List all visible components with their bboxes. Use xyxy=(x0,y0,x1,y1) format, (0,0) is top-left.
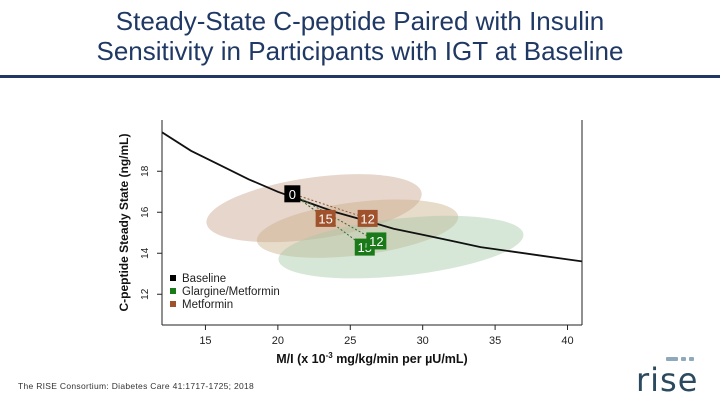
point-marker-2 xyxy=(357,209,378,227)
point-marker-1 xyxy=(315,209,336,227)
title-divider xyxy=(0,75,720,78)
citation: The RISE Consortium: Diabetes Care 41:17… xyxy=(18,381,255,391)
slide-title: Steady-State C-peptide Paired with Insul… xyxy=(0,6,720,66)
logo-text: rise xyxy=(636,361,699,399)
x-tick-label-30: 30 xyxy=(417,335,429,347)
x-tick-label-35: 35 xyxy=(489,335,501,347)
legend-label-1: Glargine/Metformin xyxy=(182,286,280,298)
point-marker-0 xyxy=(284,185,301,203)
connector-line-1 xyxy=(292,193,368,219)
legend-label-2: Metformin xyxy=(182,299,233,311)
legend-swatch-2 xyxy=(170,301,176,307)
rise-logo: rise xyxy=(636,355,706,399)
y-tick-label-18: 18 xyxy=(140,165,151,177)
x-tick-label-20: 20 xyxy=(272,335,284,347)
ellipse-metformin xyxy=(256,199,459,258)
fitted-curve xyxy=(162,131,582,263)
legend-swatch-1 xyxy=(170,288,176,294)
point-label-0: 0 xyxy=(289,187,296,202)
legend-label-0: Baseline xyxy=(182,273,226,285)
x-tick-label-40: 40 xyxy=(561,335,573,347)
title-line-2: Sensitivity in Participants with IGT at … xyxy=(96,36,624,66)
y-axis-label: C-peptide Steady State (ng/mL) xyxy=(117,133,131,311)
y-tick-label-12: 12 xyxy=(140,288,151,300)
ellipse-glargine-metformin xyxy=(278,215,524,279)
x-axis-label: M/I (x 10-3 mg/kg/min per µU/mL) xyxy=(276,351,467,366)
y-tick-label-14: 14 xyxy=(140,247,151,259)
x-tick-label-25: 25 xyxy=(344,335,356,347)
title-line-1: Steady-State C-peptide Paired with Insul… xyxy=(115,6,605,36)
logo-mark-icon xyxy=(666,357,694,361)
point-marker-4 xyxy=(366,232,387,250)
point-label-2: 12 xyxy=(360,211,374,226)
point-label-4: 12 xyxy=(369,234,383,249)
point-label-1: 15 xyxy=(318,211,332,226)
x-tick-label-15: 15 xyxy=(199,335,211,347)
legend-swatch-0 xyxy=(170,275,176,281)
y-tick-label-16: 16 xyxy=(140,206,151,218)
